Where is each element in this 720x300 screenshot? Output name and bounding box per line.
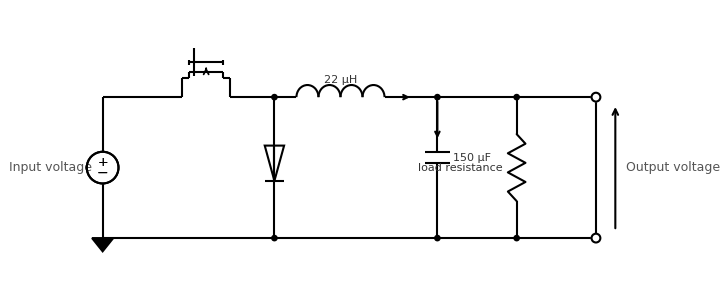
Circle shape xyxy=(271,94,277,100)
Text: 150 μF: 150 μF xyxy=(454,153,491,163)
Circle shape xyxy=(435,94,440,100)
Text: Output voltage: Output voltage xyxy=(626,161,720,174)
Polygon shape xyxy=(92,238,113,251)
Circle shape xyxy=(87,152,119,184)
Text: Input voltage: Input voltage xyxy=(9,161,92,174)
Circle shape xyxy=(592,93,600,101)
Circle shape xyxy=(514,94,519,100)
Text: −: − xyxy=(96,166,109,180)
Text: −: − xyxy=(96,166,109,180)
Circle shape xyxy=(592,234,600,242)
Text: +: + xyxy=(97,156,108,169)
Circle shape xyxy=(514,236,519,241)
Text: load resistance: load resistance xyxy=(418,163,503,172)
Text: 22 μH: 22 μH xyxy=(324,75,357,85)
Text: +: + xyxy=(97,156,108,169)
Circle shape xyxy=(271,236,277,241)
Circle shape xyxy=(435,236,440,241)
